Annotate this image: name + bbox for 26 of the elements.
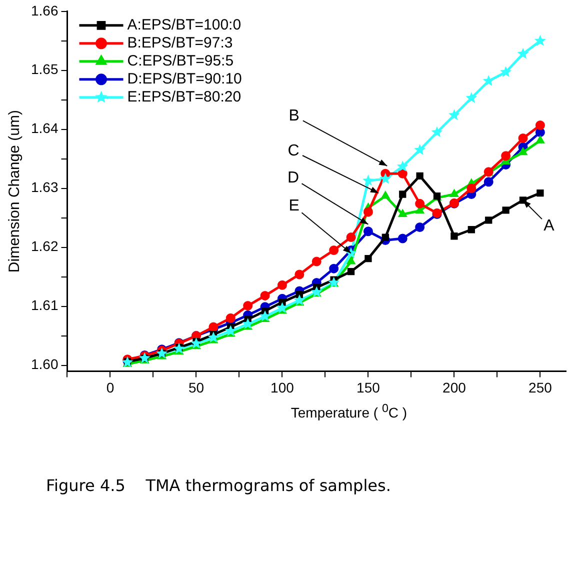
y-tick-label: 1.65 — [31, 61, 58, 78]
annotation: C — [288, 142, 300, 160]
legend-label: E:EPS/BT=80:20 — [127, 88, 242, 106]
y-tick-label: 1.63 — [31, 179, 58, 196]
y-tick-label: 1.64 — [31, 120, 58, 136]
legend-label: A:EPS/BT=100:0 — [127, 16, 242, 34]
x-tick-label: 0 — [106, 379, 114, 396]
y-tick-label: 1.62 — [31, 238, 58, 254]
y-axis-title: Dimension Change (um) — [6, 110, 24, 273]
y-tick-label: 1.61 — [31, 297, 58, 314]
y-tick-label: 1.66 — [31, 2, 58, 18]
annotation: B — [288, 107, 300, 124]
x-tick-label: 250 — [528, 379, 552, 396]
x-tick-label: 150 — [356, 379, 380, 396]
caption: Figure 4.5 TMA thermograms of samples. — [46, 476, 391, 495]
legend-label: B:EPS/BT=97:3 — [127, 34, 233, 52]
x-tick-label: 100 — [270, 379, 294, 396]
x-tick-label: 200 — [442, 379, 466, 396]
annotation: A — [544, 218, 555, 235]
y-tick-label: 1.60 — [31, 356, 58, 372]
legend-label: D:EPS/BT=90:10 — [127, 70, 242, 88]
x-axis-title: Temperature ( $^{0}$C ) — [290, 402, 408, 421]
legend-label: C:EPS/BT=95:5 — [127, 52, 234, 70]
x-tick-label: 50 — [188, 379, 204, 396]
annotation: D — [287, 170, 299, 187]
annotation: E — [288, 198, 300, 215]
